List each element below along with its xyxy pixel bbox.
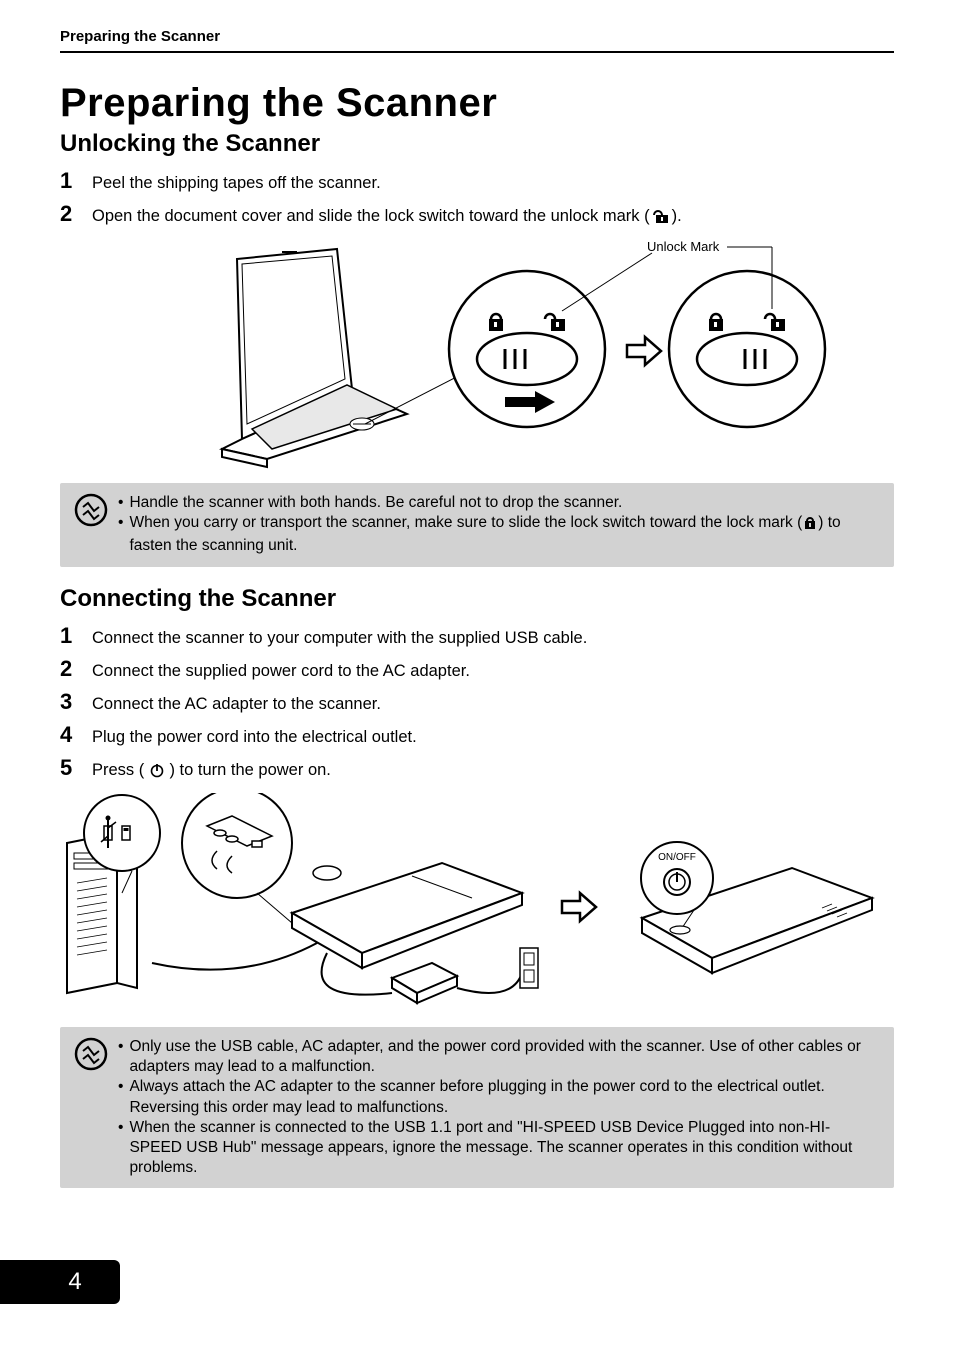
lock-icon [802,514,818,536]
unlock-mark-label: Unlock Mark [647,239,720,254]
step-text: Peel the shipping tapes off the scanner. [92,172,894,195]
step-5: 5 Press ( ) to turn the power on. [60,755,894,785]
unlock-diagram: Unlock Mark [60,239,894,469]
step-text: Plug the power cord into the electrical … [92,726,894,749]
running-header: Preparing the Scanner [60,28,894,53]
note-body: Handle the scanner with both hands. Be c… [118,493,880,556]
step-text: Press ( ) to turn the power on. [92,759,894,785]
step-number: 1 [60,623,78,649]
step-2: 2 Open the document cover and slide the … [60,201,894,231]
step-number: 2 [60,201,78,227]
note-bullet: Only use the USB cable, AC adapter, and … [118,1037,880,1077]
step-number: 5 [60,755,78,781]
note-box-1: Handle the scanner with both hands. Be c… [60,483,894,566]
section2-heading: Connecting the Scanner [60,585,894,613]
note-bullet: Handle the scanner with both hands. Be c… [118,493,880,513]
note-box-2: Only use the USB cable, AC adapter, and … [60,1027,894,1188]
main-title: Preparing the Scanner [60,81,894,126]
step-3: 3 Connect the AC adapter to the scanner. [60,689,894,716]
section1-heading: Unlocking the Scanner [60,130,894,158]
step-text: Connect the supplied power cord to the A… [92,660,894,683]
section2-steps: 1 Connect the scanner to your computer w… [60,623,894,785]
note-icon [74,1037,108,1178]
note-bullet: Always attach the AC adapter to the scan… [118,1077,880,1117]
page-number: 4 [0,1260,120,1304]
step-text: Connect the scanner to your computer wit… [92,627,894,650]
note-icon [74,493,108,556]
note-body: Only use the USB cable, AC adapter, and … [118,1037,880,1178]
step-number: 3 [60,689,78,715]
section1-steps: 1 Peel the shipping tapes off the scanne… [60,168,894,231]
note-bullet: When you carry or transport the scanner,… [118,513,880,556]
unlock-mark-icon [650,206,672,231]
step-number: 4 [60,722,78,748]
step-1: 1 Connect the scanner to your computer w… [60,623,894,650]
step-number: 2 [60,656,78,682]
step-text: Open the document cover and slide the lo… [92,205,894,231]
note-bullet: When the scanner is connected to the USB… [118,1118,880,1178]
svg-text:ON/OFF: ON/OFF [658,852,696,863]
step-text: Connect the AC adapter to the scanner. [92,693,894,716]
step-number: 1 [60,168,78,194]
power-icon [149,762,165,785]
step-1: 1 Peel the shipping tapes off the scanne… [60,168,894,195]
step-2: 2 Connect the supplied power cord to the… [60,656,894,683]
step-4: 4 Plug the power cord into the electrica… [60,722,894,749]
connect-diagram: ON/OFF [60,793,894,1013]
